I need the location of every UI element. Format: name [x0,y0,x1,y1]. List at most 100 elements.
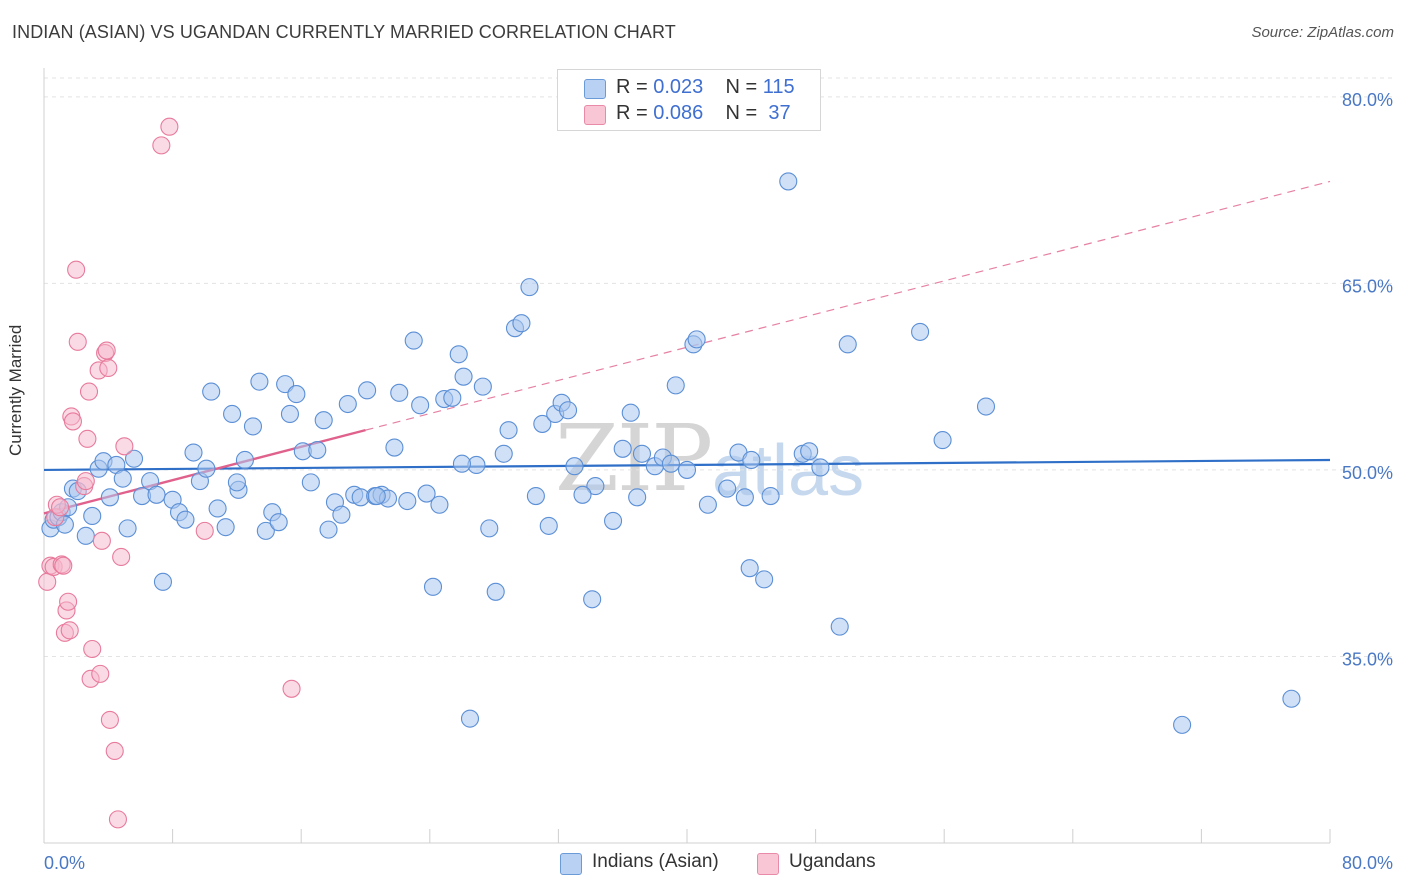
data-point-indians [558,401,578,420]
data-point-indians [661,454,680,473]
data-point-ugandans [63,412,82,431]
data-point-indians [256,521,275,540]
data-point-indians [742,450,761,470]
data-point-indians [83,506,102,525]
x-tick-label: 0.0% [44,853,85,873]
data-point-indians [269,513,288,532]
data-point-indians [216,518,235,537]
data-point-indians [583,590,602,609]
series-legend-label: Ugandans [789,851,876,872]
data-point-indians [1282,689,1301,708]
data-point-indians [319,520,338,539]
series-indians-asian [41,172,1301,734]
data-point-ugandans [100,710,119,729]
legend-r-label: R = [616,102,654,124]
data-point-ugandans [76,472,95,491]
data-point-ugandans [92,531,111,550]
data-point-indians [933,431,952,450]
data-point-ugandans [60,621,79,640]
data-point-indians [473,377,492,396]
data-point-indians [976,397,996,416]
y-tick-label: 65.0% [1342,276,1393,296]
data-point-ugandans [108,810,127,829]
data-point-indians [423,577,443,596]
data-point-indians [184,443,203,462]
data-point-indians [494,444,513,463]
data-point-ugandans [97,341,116,360]
data-point-indians [621,403,640,422]
data-point-indians [499,421,518,440]
data-point-indians [223,404,242,424]
data-point-indians [454,367,473,386]
data-point-indians [404,331,423,350]
data-point-ugandans [91,664,110,683]
data-point-indians [1173,715,1192,734]
y-tick-label: 80.0% [1342,90,1393,110]
data-point-indians [460,709,480,728]
legend-n-value: 37 [762,102,791,124]
axes [43,68,1331,844]
data-point-ugandans [54,556,73,575]
data-point-indians [411,396,430,415]
data-point-indians [443,388,462,407]
data-point-indians [512,314,531,333]
legend-r-value: 0.086 [653,102,704,124]
legend-n-label: N = [725,76,763,98]
data-point-ugandans [59,592,78,611]
data-point-indians [385,438,404,457]
data-point-indians [332,505,351,524]
data-point-indians [227,473,246,492]
data-point-indians [586,477,605,496]
data-point-indians [698,495,717,514]
data-point-ugandans [160,117,179,136]
data-point-indians [628,488,647,507]
data-point-indians [539,516,558,535]
x-tick-label: 80.0% [1342,853,1393,873]
data-point-indians [287,385,306,404]
data-point-indians [113,469,132,488]
trend-extension-ugandans [365,180,1331,431]
data-point-ugandans [67,260,86,279]
data-point-indians [573,485,592,504]
data-point-indians [687,330,706,349]
legend-r-value: 0.023 [653,76,704,98]
data-point-indians [632,444,652,463]
data-point-ugandans [99,358,118,378]
data-point-ugandans [115,437,134,456]
data-point-indians [390,383,409,402]
data-point-ugandans [78,429,97,448]
data-point-indians [449,345,468,364]
y-tick-label: 35.0% [1342,649,1393,669]
data-point-indians [208,499,227,518]
legend-r-label: R = [616,76,654,98]
data-point-indians [76,526,95,545]
data-point-indians [830,617,849,636]
data-point-ugandans [112,547,131,567]
data-point-indians [526,486,545,506]
data-point-indians [250,372,269,391]
data-point-indians [338,394,357,414]
data-point-indians [243,417,263,436]
y-tick-label: 50.0% [1342,463,1393,483]
tick-labels: 80.0% 65.0% 50.0% 35.0% 0.0% 80.0% [44,90,1393,873]
data-point-indians [358,381,377,400]
data-point-ugandans [68,332,87,351]
data-point-ugandans [152,136,171,155]
data-point-indians [301,473,320,492]
data-point-indians [153,572,173,591]
data-point-ugandans [195,521,214,540]
legend-n-value: 115 [762,76,795,98]
data-point-indians [100,488,119,507]
data-point-indians [124,449,144,468]
data-point-indians [280,404,299,424]
data-point-indians [800,442,819,461]
data-point-indians [613,439,632,458]
data-point-indians [430,495,449,514]
data-point-indians [779,172,798,191]
legend-swatch-pink [584,105,606,125]
data-point-ugandans [51,498,70,517]
data-point-indians [197,459,216,478]
series-swatch-pink [757,853,779,875]
data-point-indians [417,484,436,503]
